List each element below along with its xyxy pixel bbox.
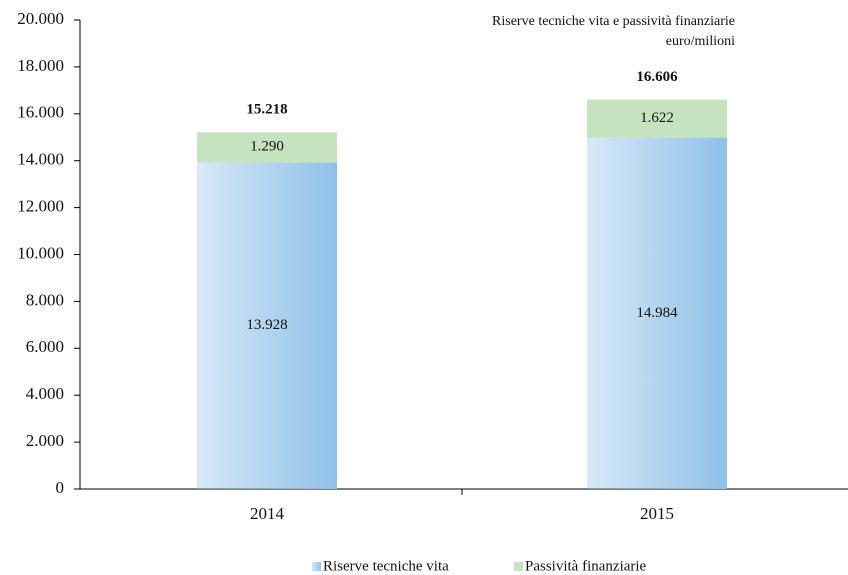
y-tick-label: 20.000 — [17, 9, 64, 28]
y-tick-label: 0 — [56, 478, 65, 497]
legend-label: Riserve tecniche vita — [323, 558, 449, 574]
y-tick-label: 6.000 — [26, 337, 64, 356]
total-label: 16.606 — [636, 69, 678, 85]
value-label: 14.984 — [636, 305, 678, 321]
bar-segment — [197, 132, 337, 163]
x-tick-label: 2014 — [250, 504, 285, 523]
value-label: 13.928 — [246, 317, 287, 333]
y-tick-label: 18.000 — [17, 56, 64, 75]
bar-segment — [197, 162, 337, 489]
value-label: 1.622 — [640, 110, 674, 126]
total-label: 15.218 — [246, 102, 287, 118]
annotation: Riserve tecniche vita e passività finanz… — [492, 14, 735, 29]
y-tick-label: 14.000 — [17, 150, 64, 169]
y-tick-label: 8.000 — [26, 290, 64, 309]
y-tick-label: 2.000 — [26, 431, 64, 450]
y-tick-label: 12.000 — [17, 197, 64, 216]
legend-label: Passività finanziarie — [525, 558, 647, 574]
legend-swatch — [312, 562, 321, 571]
bar-segment — [587, 137, 727, 490]
x-tick-label: 2015 — [640, 504, 674, 523]
y-tick-label: 4.000 — [26, 384, 64, 403]
value-label: 1.290 — [250, 139, 284, 155]
y-tick-label: 16.000 — [17, 103, 64, 122]
y-tick-label: 10.000 — [17, 243, 64, 262]
bar-segment — [587, 99, 727, 138]
legend-swatch — [514, 562, 523, 571]
annotation: euro/milioni — [666, 34, 735, 49]
